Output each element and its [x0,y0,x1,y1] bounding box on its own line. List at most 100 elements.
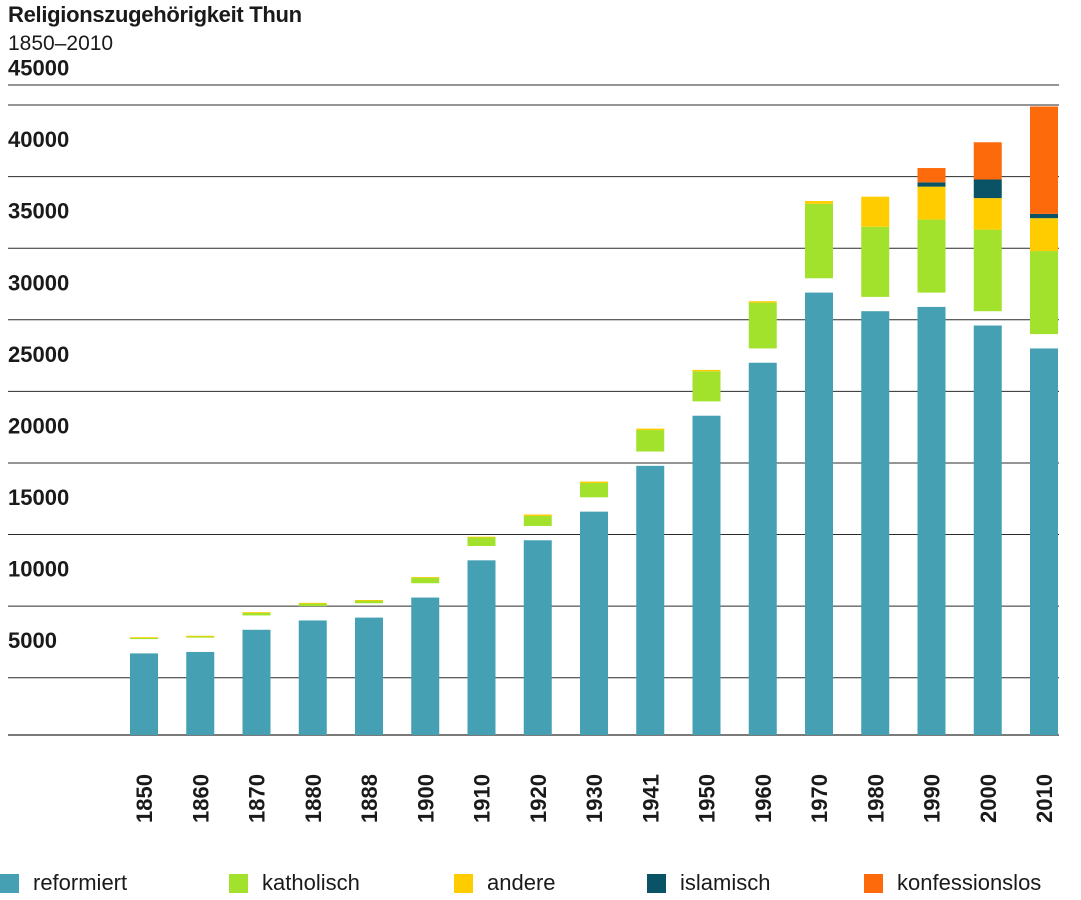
bar-andere-1980 [861,196,890,227]
x-tick-label: 2010 [1032,774,1057,823]
x-tick-label: 1980 [863,774,888,823]
bars-layer [130,106,1058,735]
y-axis-ticks: 5000 10000 15000 20000 25000 30000 35000 40000 4… [8,56,69,654]
bar-konfessionslos-2000 [973,142,1002,180]
bar-reformiert-2010 [1030,348,1058,735]
legend-swatch-katholisch [229,873,248,893]
y-tick-label: 5000 [8,628,57,653]
y-tick-label: 25000 [8,342,69,367]
bar-reformiert-2000 [973,325,1002,735]
bar-reformiert-1970 [805,292,833,735]
bar-andere-1850 [130,637,158,639]
bar-katholisch-1930 [580,483,608,498]
legend-swatch-islamisch [647,873,666,893]
bar-katholisch-1990 [917,219,946,293]
x-tick-label: 1930 [582,774,607,823]
bar-andere-1910 [467,536,496,538]
x-tick-label: 1888 [357,774,382,823]
legend: reformiert katholisch andere islamisch k… [0,868,1081,898]
bar-reformiert-1900 [411,597,440,735]
x-tick-label: 1870 [245,774,270,823]
x-tick-label: 1850 [132,774,157,823]
bar-katholisch-1860 [186,636,215,638]
bar-reformiert-1850 [130,653,158,735]
bar-katholisch-1900 [411,577,440,584]
x-tick-label: 1880 [301,774,326,823]
chart-subtitle: 1850–2010 [8,32,114,55]
y-tick-label: 30000 [8,270,69,295]
bar-katholisch-1888 [355,600,383,604]
legend-item-reformiert: reformiert [0,868,127,898]
bar-reformiert-1941 [636,465,665,735]
x-tick-label: 2000 [976,774,1001,823]
legend-label-reformiert: reformiert [33,870,128,895]
bar-andere-1930 [580,481,608,484]
bar-reformiert-1950 [692,415,721,735]
bar-andere-1960 [748,301,777,303]
legend-swatch-reformiert [0,873,19,893]
x-tick-label: 1860 [188,774,213,823]
bar-andere-1880 [298,602,327,604]
bar-andere-2000 [973,198,1002,230]
bar-katholisch-1880 [298,603,327,607]
legend-label-konfessionslos: konfessionslos [897,870,1042,895]
bar-andere-1860 [186,635,215,637]
legend-swatch-andere [454,873,473,893]
x-tick-label: 1910 [470,774,495,823]
bar-reformiert-1980 [861,311,890,735]
x-tick-label: 1941 [638,774,663,823]
bar-andere-1888 [355,599,383,601]
x-tick-label: 1970 [807,774,832,823]
bar-katholisch-1960 [748,302,777,349]
x-tick-label: 1960 [751,774,776,823]
bar-reformiert-1910 [467,560,496,735]
bar-reformiert-1990 [917,306,946,735]
bar-katholisch-1950 [692,371,721,402]
bar-andere-1970 [805,200,833,204]
bar-katholisch-2010 [1030,251,1058,335]
bar-reformiert-1930 [580,511,608,735]
y-tick-label: 10000 [8,557,69,582]
x-tick-label: 1950 [695,774,720,823]
legend-item-katholisch: katholisch [229,868,360,898]
bar-katholisch-1850 [130,637,158,640]
bar-andere-1870 [242,612,271,613]
bar-katholisch-1970 [805,203,833,279]
legend-label-islamisch: islamisch [680,870,771,895]
bar-reformiert-1880 [298,620,327,735]
legend-label-andere: andere [487,870,556,895]
bar-andere-1941 [636,428,665,431]
bar-katholisch-1980 [861,226,890,297]
bar-reformiert-1860 [186,651,215,735]
bar-katholisch-1941 [636,430,665,452]
bar-islamisch-2000 [973,179,1002,199]
x-tick-label: 1900 [413,774,438,823]
y-tick-label: 35000 [8,199,69,224]
y-tick-label: 45000 [8,56,69,81]
legend-item-konfessionslos: konfessionslos [864,868,1041,898]
bar-konfessionslos-1990 [917,168,946,183]
bar-reformiert-1960 [748,362,777,735]
bar-katholisch-1910 [467,537,496,547]
bar-andere-1950 [692,369,721,372]
legend-swatch-konfessionslos [864,873,883,893]
legend-item-andere: andere [454,868,556,898]
x-tick-label: 1990 [920,774,945,823]
bar-konfessionslos-2010 [1030,106,1058,214]
bar-islamisch-2010 [1030,213,1058,219]
bar-andere-1990 [917,186,946,220]
x-axis-ticks: 1850 1860 1870 1880 1888 1900 1910 1920 1930 1941… [132,774,1057,823]
chart-title: Religionszugehörigkeit Thun [8,2,302,27]
legend-item-islamisch: islamisch [647,868,770,898]
bar-reformiert-1870 [242,629,271,735]
y-tick-label: 20000 [8,413,69,438]
bar-katholisch-1920 [523,515,552,526]
stacked-bar-chart: 5000 10000 15000 20000 25000 30000 35000 40000 4… [8,56,1059,823]
y-tick-label: 15000 [8,485,69,510]
x-tick-label: 1920 [526,774,551,823]
legend-label-katholisch: katholisch [262,870,360,895]
bar-katholisch-2000 [973,229,1002,312]
bar-reformiert-1920 [523,540,552,735]
bar-andere-1900 [411,577,440,578]
bar-andere-1920 [523,514,552,516]
